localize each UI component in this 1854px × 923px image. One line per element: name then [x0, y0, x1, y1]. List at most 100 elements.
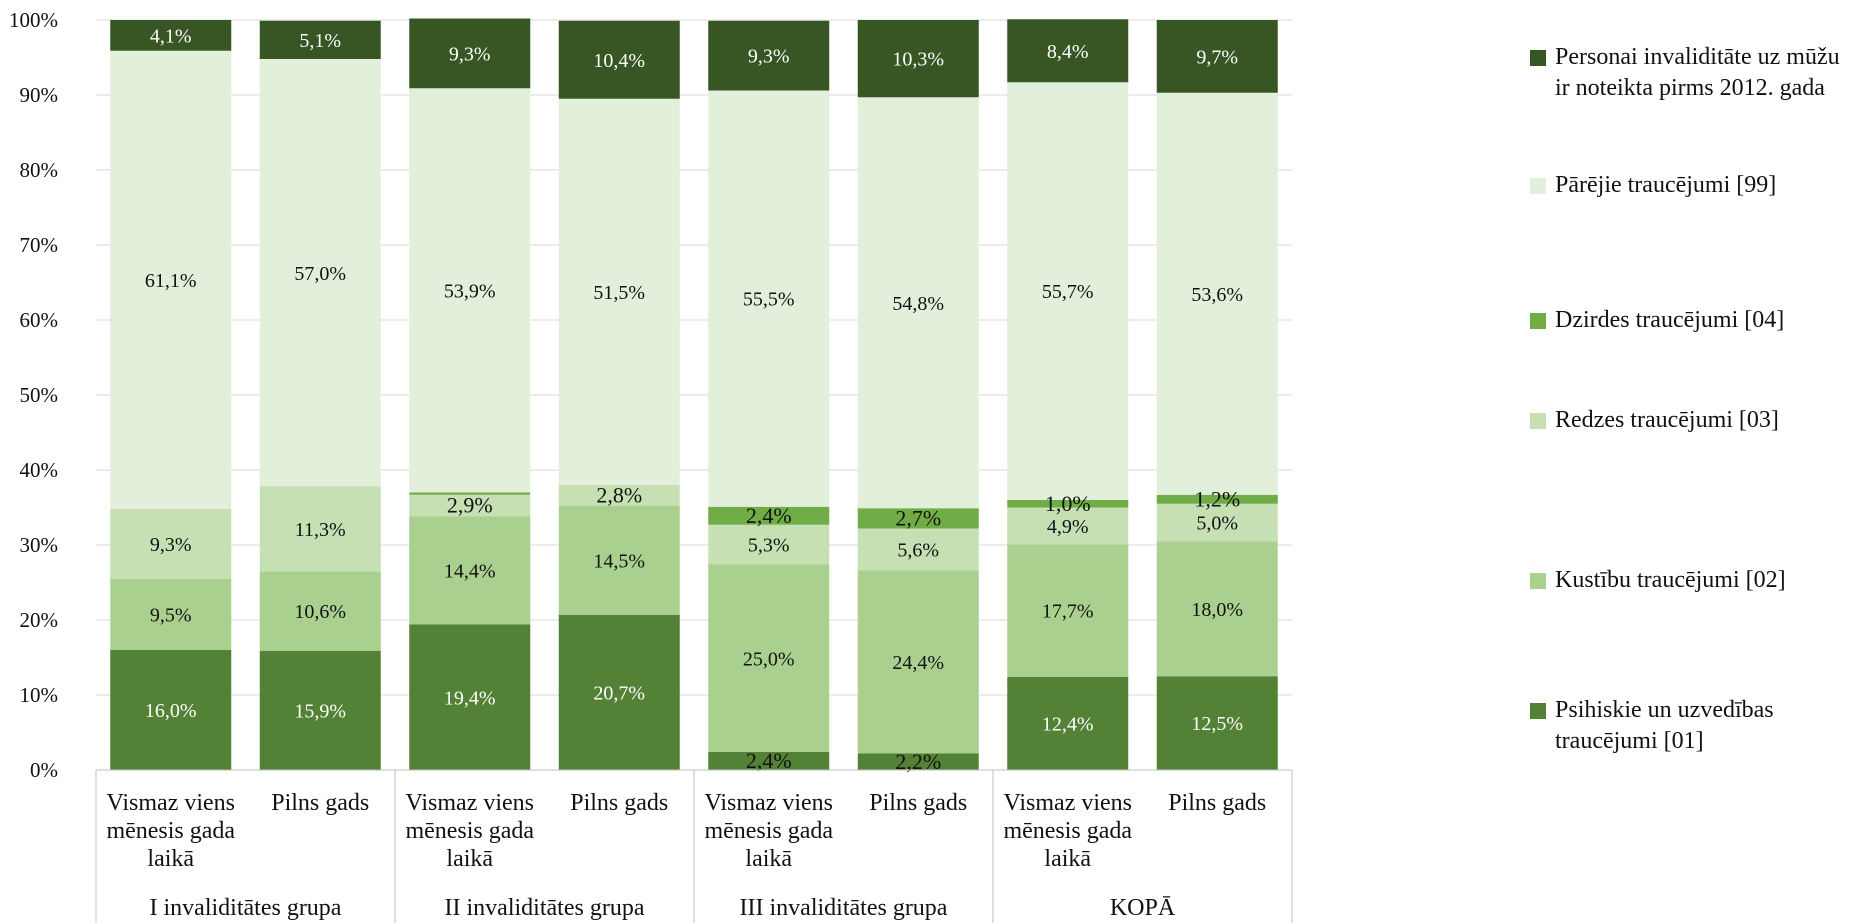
- x-tick-label: Pilns gads: [271, 790, 369, 816]
- bar-segment: [110, 509, 232, 579]
- legend-swatch: [1530, 50, 1546, 66]
- data-label: 9,5%: [150, 604, 192, 626]
- y-tick-label: 70%: [20, 233, 59, 257]
- x-axis: Vismaz viens mēnesis gada laikā Pilns gads V…: [95, 769, 1293, 923]
- data-label: 54,8%: [892, 293, 944, 315]
- data-label: 9,3%: [449, 43, 491, 65]
- bar-segment: [259, 20, 381, 59]
- bar-segment: [857, 753, 979, 770]
- bar-segment: [857, 528, 979, 571]
- x-tick-label: Pilns gads: [869, 790, 967, 816]
- data-label: 24,4%: [892, 652, 944, 674]
- bar-segment: [409, 624, 531, 770]
- x-tick-label: Vismaz viens mēnesis gada laikā: [1003, 790, 1132, 872]
- legend-item: Dzirdes traucējumi [04]: [1530, 305, 1854, 336]
- data-label: 4,1%: [150, 25, 192, 47]
- bar-segment: [708, 20, 830, 91]
- data-label: 12,4%: [1042, 714, 1094, 736]
- data-label: 4,9%: [1047, 516, 1089, 538]
- data-labels: 16,0% 9,5% 9,3% 61,1% 4,1% 15,9% 10,6% 11,3% 57,…: [145, 25, 1243, 773]
- data-label: 25,0%: [743, 648, 795, 670]
- bar-segment: [409, 494, 531, 517]
- data-label: 10,6%: [294, 601, 346, 623]
- legend-label: Kustību traucējumi [02]: [1555, 567, 1786, 593]
- bar-segment: [708, 90, 830, 507]
- bar-segment: [857, 20, 979, 98]
- bar-segment: [1007, 544, 1129, 677]
- bar-segment: [409, 88, 531, 493]
- data-label: 2,7%: [895, 505, 941, 530]
- data-label: 14,5%: [593, 550, 645, 572]
- data-label: 8,4%: [1047, 41, 1089, 63]
- legend-swatch: [1530, 703, 1546, 719]
- x-tick-label: Vismaz viens mēnesis gada laikā: [405, 790, 534, 872]
- data-label: 1,2%: [1194, 486, 1240, 511]
- data-label: 19,4%: [444, 687, 496, 709]
- bar-segment: [1156, 676, 1278, 770]
- data-label: 15,9%: [294, 700, 346, 722]
- bar-segment: [1007, 19, 1129, 83]
- data-label: 5,3%: [748, 535, 790, 557]
- legend-item: Personai invaliditāte uz mūžu ir noteikt…: [1530, 42, 1854, 104]
- bar-segment: [259, 650, 381, 770]
- bar-segment: [110, 578, 232, 650]
- bar-segment: [708, 564, 830, 752]
- y-tick-label: 50%: [20, 383, 59, 407]
- legend-swatch: [1530, 178, 1546, 194]
- legend-item: Redzes traucējumi [03]: [1530, 405, 1854, 436]
- bar-segment: [708, 524, 830, 565]
- bar-segment: [1007, 677, 1129, 770]
- data-label: 18,0%: [1191, 599, 1243, 621]
- x-tick-label: Pilns gads: [570, 790, 668, 816]
- data-label: 55,7%: [1042, 281, 1094, 303]
- bar-segment: [558, 614, 680, 770]
- legend-label: Redzes traucējumi [03]: [1555, 407, 1779, 433]
- legend-label: Personai invaliditāte uz mūžu ir noteikt…: [1555, 44, 1840, 101]
- data-label: 51,5%: [593, 282, 645, 304]
- y-tick-label: 100%: [9, 8, 58, 32]
- bar-segment: [1156, 92, 1278, 495]
- legend-item: Psihiskie un uzvedības traucējumi [01]: [1530, 695, 1854, 757]
- bar-segment: [1156, 503, 1278, 542]
- data-label: 5,6%: [897, 540, 939, 562]
- data-label: 57,0%: [294, 263, 346, 285]
- legend-swatch: [1530, 573, 1546, 589]
- data-label: 9,3%: [748, 46, 790, 68]
- bar-segment: [110, 50, 232, 509]
- bar-segment: [857, 508, 979, 529]
- bar-segment: [110, 20, 232, 51]
- legend-item: Pārējie traucējumi [99]: [1530, 170, 1854, 201]
- legend: Personai invaliditāte uz mūžu ir noteikt…: [1530, 0, 1854, 923]
- data-label: 12,5%: [1191, 713, 1243, 735]
- y-tick-label: 30%: [20, 533, 59, 557]
- bar-segment: [1156, 494, 1278, 504]
- y-tick-label: 0%: [30, 758, 58, 782]
- data-label: 16,0%: [145, 700, 197, 722]
- data-label: 9,3%: [150, 534, 192, 556]
- bars: [110, 18, 1278, 770]
- legend-item: Kustību traucējumi [02]: [1530, 565, 1854, 596]
- bar-segment: [259, 486, 381, 572]
- legend-swatch: [1530, 313, 1546, 329]
- y-tick-label: 60%: [20, 308, 59, 332]
- data-label: 55,5%: [743, 289, 795, 311]
- x-tick-label: Pilns gads: [1168, 790, 1266, 816]
- x-group-label: KOPĀ: [1110, 895, 1176, 921]
- legend-label: Dzirdes traucējumi [04]: [1555, 307, 1785, 333]
- data-label: 5,0%: [1196, 513, 1238, 535]
- bar-segment: [409, 492, 531, 495]
- data-label: 20,7%: [593, 682, 645, 704]
- bar-segment: [708, 506, 830, 525]
- y-tick-label: 90%: [20, 83, 59, 107]
- data-label: 1,0%: [1045, 491, 1091, 516]
- bar-segment: [259, 571, 381, 651]
- data-label: 11,3%: [295, 519, 346, 541]
- bar-segment: [259, 59, 381, 487]
- data-label: 10,4%: [593, 50, 645, 72]
- bar-segment: [409, 516, 531, 625]
- y-tick-label: 40%: [20, 458, 59, 482]
- bar-segment: [558, 485, 680, 506]
- data-label: 2,4%: [746, 503, 792, 528]
- data-label: 17,7%: [1042, 601, 1094, 623]
- x-group-label: II invaliditātes grupa: [445, 895, 645, 921]
